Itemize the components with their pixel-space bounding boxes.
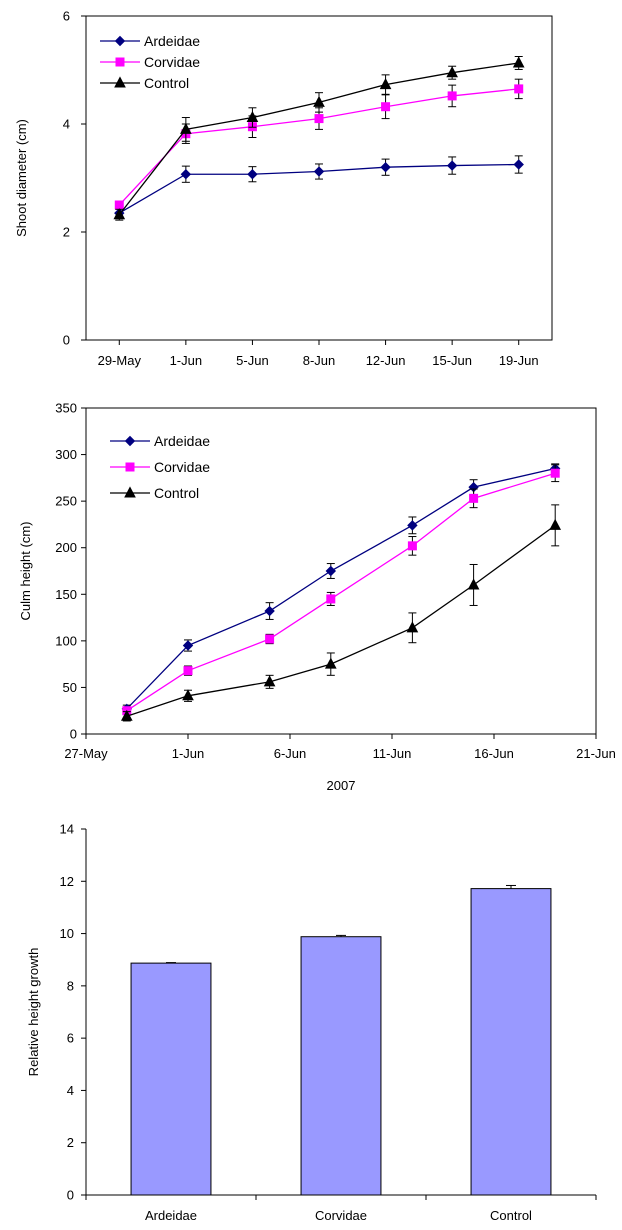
data-point — [180, 122, 192, 134]
data-point — [514, 84, 524, 94]
chart-2-plot-area — [85, 407, 597, 735]
x-tick-label: 16-Jun — [474, 746, 514, 761]
data-point — [550, 468, 560, 478]
y-tick-label: 2 — [63, 225, 70, 240]
legend-marker — [115, 57, 125, 67]
x-tick-label: Control — [490, 1208, 532, 1223]
y-tick-label: 2 — [67, 1135, 74, 1150]
y-tick-label: 4 — [67, 1083, 74, 1098]
data-point — [324, 657, 337, 669]
series-ardeidae — [114, 155, 524, 219]
series-corvidae — [122, 464, 560, 716]
y-tick-label: 100 — [55, 633, 77, 648]
y-tick-label: 0 — [63, 333, 70, 348]
relative-height-growth-chart: Relative height growth 0 2 4 6 8 10 12 14 Ardei… — [26, 822, 597, 1223]
legend-marker — [124, 486, 136, 498]
x-tick-label: 6-Jun — [274, 746, 307, 761]
x-tick-label: 19-Jun — [499, 353, 539, 368]
data-point — [513, 159, 524, 170]
y-tick-label: 10 — [60, 926, 74, 941]
y-tick-label: 8 — [67, 978, 74, 993]
x-tick-label: Ardeidae — [145, 1208, 197, 1223]
data-point — [314, 114, 324, 124]
data-point — [264, 605, 275, 617]
data-point — [379, 78, 392, 90]
x-tick-label: 29-May — [98, 353, 142, 368]
chart-2-x-axis-title: 2007 — [327, 778, 356, 793]
legend-marker — [114, 76, 126, 88]
data-point — [313, 95, 325, 107]
y-tick-label: 50 — [63, 680, 77, 695]
legend-label: Control — [144, 75, 189, 91]
data-point — [549, 518, 562, 530]
x-tick-label: 1-Jun — [172, 746, 205, 761]
bar-corvidae — [300, 936, 382, 1196]
legend-label: Corvidae — [144, 54, 200, 70]
data-point — [326, 594, 336, 604]
x-tick-label: 8-Jun — [303, 353, 336, 368]
y-tick-label: 200 — [55, 540, 77, 555]
chart-3-y-axis-title: Relative height growth — [26, 948, 41, 1077]
data-point — [380, 161, 391, 173]
x-tick-label: 11-Jun — [373, 746, 412, 761]
data-point — [512, 56, 525, 68]
x-tick-label: 27-May — [64, 746, 108, 761]
shoot-diameter-chart: Shoot diameter (cm) 0 2 4 6 29-May 1-Jun 5-Ju… — [14, 9, 553, 368]
y-tick-label: 350 — [55, 401, 77, 416]
legend-label: Control — [154, 485, 199, 501]
culm-height-chart: Culm height (cm) 2007 0 50 100 150 200 250 300… — [18, 401, 616, 794]
y-tick-label: 300 — [55, 447, 77, 462]
y-tick-label: 6 — [67, 1031, 74, 1046]
data-point — [313, 166, 325, 177]
data-point — [381, 102, 391, 112]
x-tick-label: 15-Jun — [432, 353, 472, 368]
y-tick-label: 4 — [63, 117, 70, 132]
data-point — [265, 634, 275, 644]
data-point — [182, 689, 194, 701]
y-tick-label: 150 — [55, 587, 77, 602]
y-tick-label: 6 — [63, 9, 70, 24]
chart-1-y-axis-title: Shoot diameter (cm) — [14, 119, 29, 237]
data-point — [446, 66, 458, 78]
legend-label: Ardeidae — [144, 33, 200, 49]
legend-marker — [124, 435, 136, 447]
legend-marker — [125, 462, 135, 472]
data-point — [114, 200, 124, 210]
x-tick-label: 21-Jun — [576, 746, 616, 761]
y-tick-label: 250 — [55, 494, 77, 509]
legend-label: Corvidae — [154, 459, 210, 475]
data-point — [407, 520, 418, 531]
data-point — [406, 621, 419, 633]
data-point — [182, 640, 194, 651]
y-tick-label: 0 — [67, 1188, 74, 1203]
y-tick-label: 12 — [60, 874, 74, 889]
data-point — [446, 160, 458, 171]
data-point — [183, 666, 193, 676]
legend-label: Ardeidae — [154, 433, 210, 449]
data-point — [325, 565, 337, 577]
data-point — [113, 208, 126, 220]
data-point — [447, 91, 457, 101]
x-tick-label: 12-Jun — [366, 353, 406, 368]
legend-marker — [114, 35, 126, 47]
bar-control — [470, 888, 552, 1196]
x-tick-label: Corvidae — [315, 1208, 367, 1223]
x-tick-label: 5-Jun — [236, 353, 269, 368]
y-tick-label: 0 — [70, 727, 77, 742]
data-point — [407, 541, 417, 551]
data-point — [180, 169, 192, 180]
data-point — [246, 110, 259, 123]
x-tick-label: 1-Jun — [170, 353, 203, 368]
data-point — [469, 493, 479, 503]
data-point — [120, 709, 133, 721]
data-point — [247, 169, 258, 180]
data-point — [263, 675, 276, 687]
series-control — [113, 56, 525, 221]
y-tick-label: 14 — [60, 822, 74, 837]
series-control — [120, 504, 562, 722]
data-point — [467, 578, 480, 590]
bar-ardeidae — [130, 962, 212, 1196]
chart-2-y-axis-title: Culm height (cm) — [18, 522, 33, 621]
